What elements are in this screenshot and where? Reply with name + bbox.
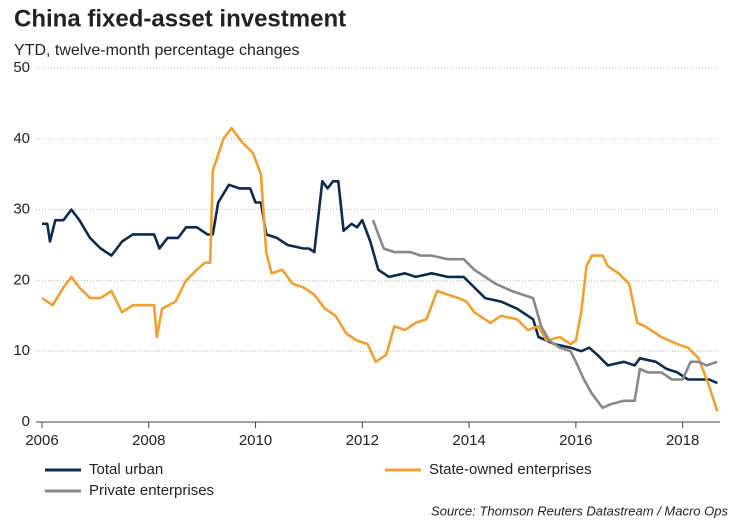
x-tick-label: 2010: [239, 432, 272, 449]
series-line: [41, 126, 719, 412]
x-tick-label: 2016: [559, 432, 592, 449]
y-tick-label: 30: [13, 201, 30, 218]
x-tick-label: 2014: [452, 432, 485, 449]
legend-label: State-owned enterprises: [429, 461, 592, 478]
legend-label: Total urban: [89, 461, 163, 478]
source-note: Source: Thomson Reuters Datastream / Mac…: [431, 503, 728, 518]
chart-title: China fixed-asset investment: [14, 5, 346, 32]
y-tick-label: 10: [13, 342, 30, 359]
y-tick-label: 50: [13, 59, 30, 76]
x-tick-label: 2012: [346, 432, 379, 449]
y-tick-label: 40: [13, 130, 30, 147]
x-tick-label: 2018: [666, 432, 699, 449]
series-line: [42, 180, 718, 385]
chart-subtitle: YTD, twelve-month percentage changes: [14, 42, 299, 59]
y-tick-label: 0: [22, 413, 30, 430]
x-tick-label: 2006: [25, 432, 58, 449]
series-line: [371, 219, 718, 410]
legend-label: Private enterprises: [89, 482, 214, 499]
y-tick-label: 20: [13, 271, 30, 288]
x-tick-label: 2008: [132, 432, 165, 449]
